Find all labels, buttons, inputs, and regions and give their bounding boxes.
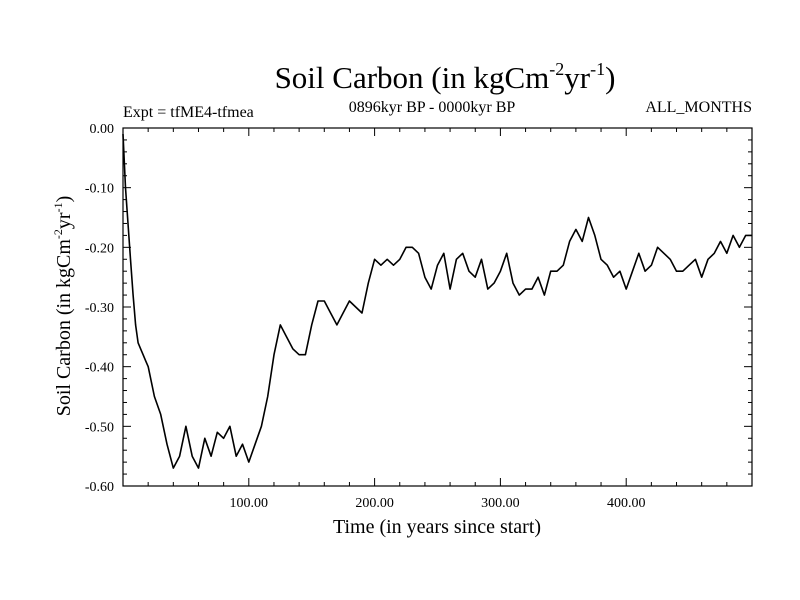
y-tick-label: -0.50 [85,420,114,435]
chart-title: Soil Carbon (in kgCm-2yr-1) [275,59,616,95]
subtitle-right: ALL_MONTHS [645,99,752,116]
tick-labels: 100.00 200.00 300.00 400.00 0.00 -0.10 -0.20 -0… [85,122,646,511]
y-tick-label: -0.40 [85,361,114,376]
series-line [122,133,752,469]
tick-marks [123,128,752,486]
y-tick-label: -0.10 [85,182,114,197]
plot-frame [122,127,753,487]
y-tick-label: -0.30 [85,301,114,316]
x-tick-label: 400.00 [607,496,646,511]
subtitle-left: Expt = tfME4-tfmea [123,104,254,121]
x-tick-label: 300.00 [481,496,520,511]
x-axis-label: Time (in years since start) [333,516,541,538]
y-tick-label: -0.20 [85,241,114,256]
x-tick-label: 200.00 [355,496,394,511]
y-tick-label: -0.60 [85,480,114,495]
y-axis-label: Soil Carbon (in kgCm-2yr-1) [51,196,75,417]
x-tick-label: 100.00 [230,496,269,511]
y-tick-label: 0.00 [90,122,115,137]
subtitle-center: 0896kyr BP - 0000kyr BP [349,99,516,116]
series-layer [122,133,752,469]
